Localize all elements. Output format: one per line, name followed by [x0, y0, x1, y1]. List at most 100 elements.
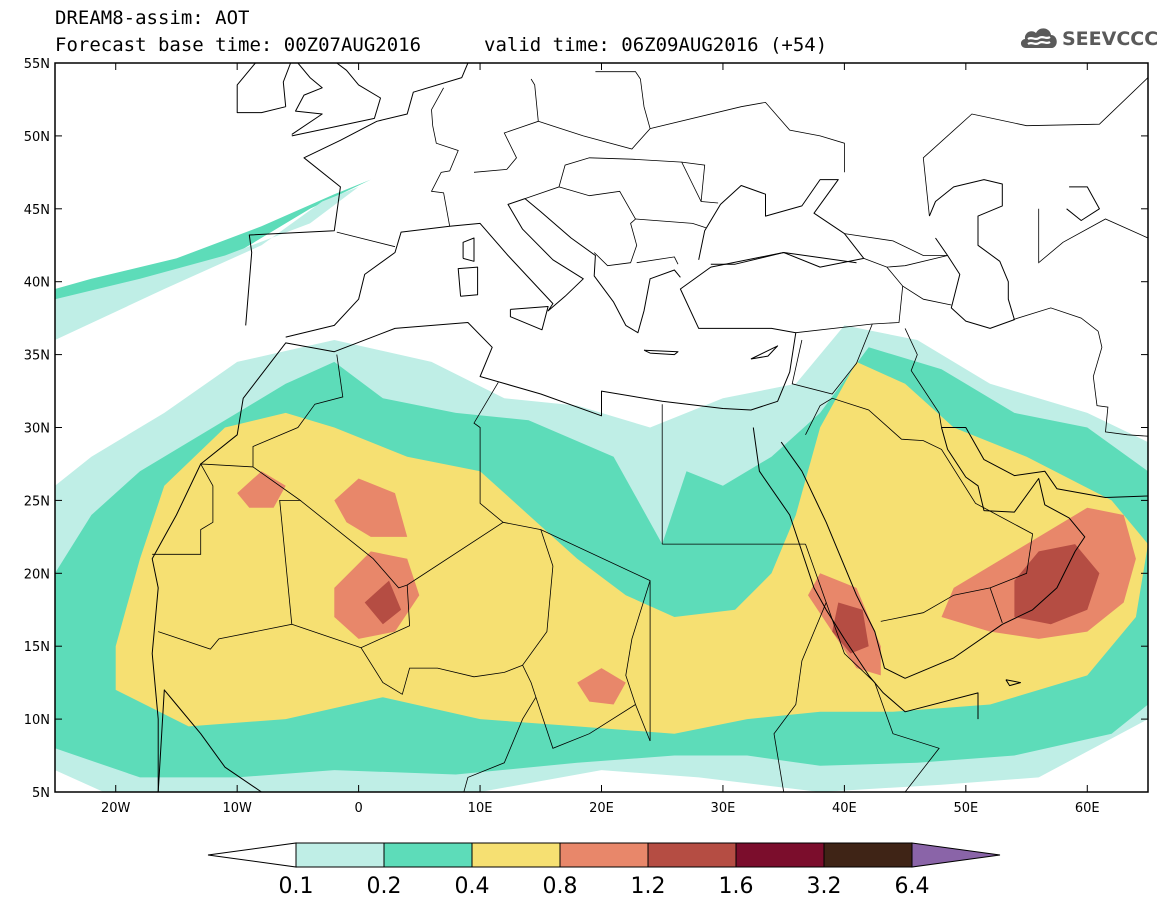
border-turkey-syria — [795, 286, 904, 334]
lon-tick-label: 0 — [354, 801, 362, 816]
lat-tick-label: 40N — [24, 276, 50, 291]
border-kazakhstan-uzbek — [1038, 208, 1148, 264]
border-algeria-libya-niger — [406, 382, 504, 586]
colorbar-level-label: 1.6 — [719, 874, 754, 899]
colorbar: 0.1 0.2 0.4 0.8 1.2 1.6 3.2 6.4 — [207, 842, 1001, 899]
lon-tick-label: 10W — [222, 801, 252, 816]
border-yemen-oman — [989, 587, 1003, 624]
lat-tick-label: 35N — [24, 349, 50, 364]
aot-region-sahara-sahel-core — [115, 361, 1148, 734]
coastline-europe-med-north — [285, 198, 681, 338]
border-libya-chad-niger — [503, 521, 651, 741]
coastline-persian-gulf-iran — [941, 427, 1148, 498]
lat-tick-label: 25N — [24, 494, 50, 509]
coastline-aral-sea — [1066, 186, 1100, 221]
border-syria-iraq-jordan — [791, 323, 873, 395]
border-iran-turkmenistan — [1013, 307, 1099, 332]
longitude-axis: 20W 10W 0 10E 20E 30E 40E 50E 60E — [101, 63, 1100, 816]
border-europe-interior-3 — [473, 78, 539, 173]
lat-tick-label: 45N — [24, 203, 50, 218]
colorbar-level-label: 6.4 — [895, 874, 930, 899]
border-europe-interior-5 — [524, 157, 719, 204]
aot-region-west-sahara-higher — [364, 580, 402, 625]
coastline-crete — [643, 349, 679, 356]
logo-text: SEEVCCC — [1062, 28, 1159, 50]
aot-field-layer — [55, 179, 1148, 792]
colorbar-level-label: 0.4 — [455, 874, 490, 899]
lat-tick-label: 5N — [32, 786, 50, 801]
colorbar-above-arrow — [911, 842, 1001, 868]
border-chad-car — [535, 697, 636, 749]
lat-tick-label: 15N — [24, 640, 50, 655]
border-europe-interior-9 — [650, 101, 845, 173]
colorbar-segment — [471, 842, 561, 868]
border-caucasus-2 — [886, 266, 952, 306]
coastline-caspian-sea — [928, 179, 1015, 329]
lon-tick-label: 60E — [1075, 801, 1100, 816]
border-europe-interior-2 — [430, 87, 459, 227]
border-europe-interior-10 — [681, 161, 706, 202]
coastline-red-sea-east-arabia — [780, 427, 1086, 679]
colorbar-segment — [383, 842, 473, 868]
colorbar-level-label: 0.2 — [367, 874, 402, 899]
aot-region-mauritania-high — [237, 471, 286, 508]
colorbar-below-arrow — [207, 842, 297, 868]
border-iraq-iran — [904, 328, 942, 428]
border-mali-burkina-niger — [360, 647, 523, 695]
aot-region-chad-high — [577, 668, 626, 705]
coastline-cyprus — [750, 345, 779, 360]
border-europe-interior-4 — [538, 71, 651, 150]
colorbar-segment — [735, 842, 825, 868]
aot-region-arabia-higher — [1014, 544, 1100, 625]
lat-tick-label: 30N — [24, 422, 50, 437]
lon-tick-label: 20W — [101, 801, 131, 816]
border-niger-chad-nigeria — [522, 529, 554, 698]
border-w-sahara-mauritania — [152, 461, 254, 555]
map-title: DREAM8-assim: AOT — [55, 7, 250, 29]
coastline-red-sea-west — [752, 427, 979, 720]
border-russia-kazakhstan — [922, 77, 1148, 217]
border-ethiopia-eritrea-somalia — [825, 602, 940, 792]
coastline-gulf-of-guinea — [157, 689, 262, 792]
border-nigeria-cameroon — [463, 696, 537, 792]
country-border-layer — [152, 71, 1148, 792]
colorbar-segment — [295, 842, 385, 868]
border-saudi-borders — [805, 397, 1034, 622]
coastline-ireland — [236, 63, 292, 114]
colorbar-segment — [823, 842, 913, 868]
colorbar-segment — [647, 842, 737, 868]
coastline-corsica — [462, 237, 475, 262]
colorbar-level-label: 3.2 — [807, 874, 842, 899]
border-europe-interior-7 — [635, 218, 707, 229]
lon-tick-label: 20E — [589, 801, 614, 816]
border-sudan-ethiopia — [773, 543, 827, 792]
coastline-sardinia — [457, 266, 479, 297]
colorbar-level-label: 1.2 — [631, 874, 666, 899]
colorbar-level-label: 0.1 — [279, 874, 314, 899]
lon-tick-label: 10E — [468, 801, 493, 816]
border-europe-interior-6 — [558, 186, 638, 267]
aot-region-red-sea-higher — [832, 602, 869, 654]
coastline-black-sea — [698, 179, 865, 268]
lon-tick-label: 30E — [711, 801, 736, 816]
lat-tick-label: 20N — [24, 567, 50, 582]
border-europe-interior-1 — [336, 231, 396, 248]
lon-tick-label: 50E — [953, 801, 978, 816]
valid-time: valid time: 06Z09AUG2016 (+54) — [484, 34, 828, 56]
border-iran-afghanistan — [1092, 331, 1148, 437]
forecast-base-time: Forecast base time: 00Z07AUG2016 — [55, 34, 422, 56]
border-sudan-chad — [625, 580, 651, 742]
coastline-layer — [151, 63, 1148, 792]
aot-region-mali-algeria-high — [334, 478, 408, 537]
seevccc-logo: SEEVCCC — [1018, 22, 1158, 56]
lon-tick-label: 40E — [832, 801, 857, 816]
cloud-icon — [1020, 28, 1057, 48]
coastline-sicily — [509, 306, 549, 331]
aot-region-atlantic-plume-core — [55, 186, 359, 340]
coastline-europe-iberia — [245, 63, 469, 326]
colorbar-level-label: 0.8 — [543, 874, 578, 899]
border-morocco-algeria — [252, 354, 344, 461]
lat-tick-label: 50N — [24, 130, 50, 145]
coastline-britain-ireland — [291, 63, 381, 137]
